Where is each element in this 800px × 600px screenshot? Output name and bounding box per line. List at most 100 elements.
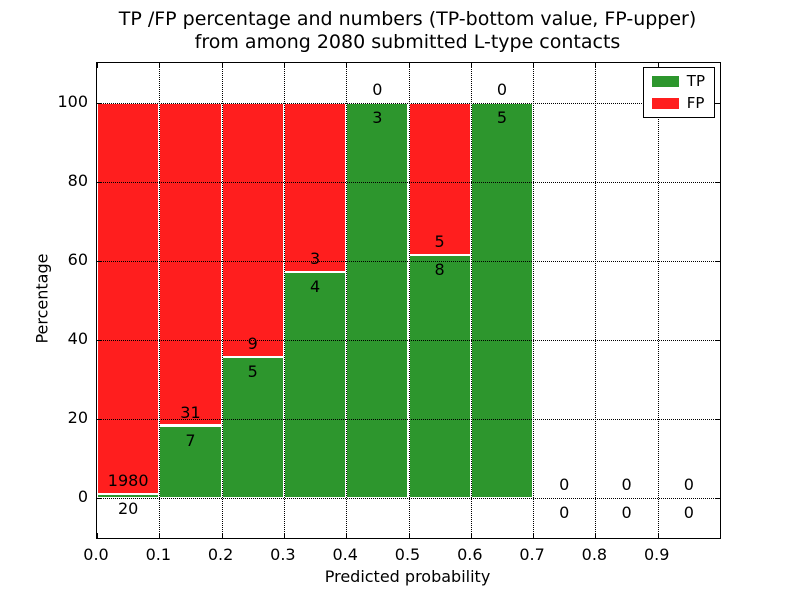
- y-tick-mark: [715, 260, 720, 262]
- x-tick-mark: [159, 63, 161, 68]
- bar-segment-tp: [97, 494, 160, 499]
- tp-count-label: 7: [185, 430, 196, 450]
- legend: TP FP: [642, 67, 715, 118]
- x-tick-mark: [408, 63, 410, 68]
- legend-label-tp: TP: [686, 72, 705, 90]
- x-gridline: [346, 63, 348, 538]
- x-tick-label: 0.6: [457, 545, 483, 564]
- fp-count-label: 0: [372, 79, 383, 99]
- bar-segment-tp: [346, 102, 409, 499]
- fp-count-label: 0: [559, 475, 570, 495]
- y-tick-mark: [97, 419, 102, 421]
- y-tick-label: 100: [57, 91, 88, 111]
- x-tick-label: 0.9: [643, 545, 670, 564]
- fp-count-label: 9: [247, 334, 258, 354]
- bar-segment-tp: [408, 254, 471, 499]
- legend-item-fp: FP: [651, 94, 705, 112]
- y-tick-mark: [715, 102, 720, 104]
- x-gridline: [221, 63, 223, 538]
- x-tick-mark: [283, 63, 285, 68]
- y-tick-mark: [97, 181, 102, 183]
- x-tick-label: 0.8: [581, 545, 608, 564]
- y-tick-mark: [715, 340, 720, 342]
- tp-count-label: 0: [559, 503, 570, 523]
- x-tick-mark: [533, 63, 535, 68]
- x-gridline: [159, 63, 161, 538]
- chart-title-line1: TP /FP percentage and numbers (TP-bottom…: [118, 8, 697, 30]
- bar-segment-tp: [470, 102, 534, 499]
- bar-segment-fp: [159, 102, 222, 426]
- y-tick-label: 60: [67, 249, 88, 269]
- fp-count-label: 31: [180, 402, 201, 422]
- x-tick-mark: [533, 533, 535, 538]
- x-tick-label: 0.0: [83, 545, 109, 564]
- y-tick-mark: [715, 181, 720, 183]
- tp-count-label: 3: [372, 107, 383, 127]
- bar-segment-fp: [283, 102, 347, 273]
- x-tick-mark: [470, 533, 472, 538]
- fp-count-label: 3: [309, 249, 321, 269]
- tp-count-label: 5: [496, 107, 508, 127]
- bar-segment-tp: [159, 425, 222, 499]
- x-tick-label: 0.3: [270, 545, 296, 564]
- x-tick-mark: [221, 63, 223, 68]
- y-axis-label: Percentage: [32, 253, 52, 344]
- y-tick-mark: [97, 498, 102, 500]
- fp-count-label: 0: [683, 475, 694, 495]
- x-tick-mark: [408, 533, 410, 538]
- x-gridline: [408, 63, 410, 538]
- fp-count-label: 0: [621, 475, 632, 495]
- x-gridline: [657, 63, 659, 538]
- y-tick-mark: [715, 419, 720, 421]
- fp-count-label: 1980: [107, 471, 149, 491]
- tp-count-label: 0: [683, 503, 694, 523]
- fp-count-label: 5: [434, 231, 445, 251]
- x-tick-mark: [283, 533, 285, 538]
- fp-swatch: [651, 98, 679, 109]
- tp-swatch: [651, 76, 679, 87]
- x-tick-mark: [657, 533, 659, 538]
- x-gridline: [283, 63, 285, 538]
- y-tick-mark: [715, 498, 720, 500]
- tp-count-label: 20: [117, 499, 139, 519]
- tp-count-label: 4: [309, 277, 321, 297]
- chart-title: TP /FP percentage and numbers (TP-bottom…: [96, 8, 719, 54]
- bar-segment-fp: [221, 102, 284, 358]
- tp-count-label: 0: [621, 503, 632, 523]
- x-tick-label: 0.7: [519, 545, 545, 564]
- x-tick-label: 0.4: [332, 545, 358, 564]
- x-gridline: [470, 63, 472, 538]
- x-tick-mark: [346, 63, 348, 68]
- y-tick-mark: [97, 260, 102, 262]
- tp-count-label: 5: [247, 362, 258, 382]
- legend-item-tp: TP: [651, 72, 705, 90]
- x-tick-mark: [159, 533, 161, 538]
- y-tick-mark: [97, 340, 102, 342]
- x-tick-mark: [470, 63, 472, 68]
- tp-count-label: 8: [434, 259, 445, 279]
- x-gridline: [595, 63, 597, 538]
- x-tick-mark: [595, 63, 597, 68]
- y-tick-label: 20: [67, 408, 88, 428]
- x-tick-mark: [595, 533, 597, 538]
- plot-area: TP FP 1980 20 31 7 9 5 3 4 0 3 5 8 0 5 0 0 0 0 0 0: [96, 62, 721, 539]
- y-tick-label: 40: [67, 329, 88, 349]
- y-tick-mark: [97, 102, 102, 104]
- x-axis-label: Predicted probability: [324, 567, 491, 586]
- x-tick-mark: [97, 533, 98, 538]
- fp-count-label: 0: [496, 79, 508, 99]
- y-tick-label: 0: [77, 487, 88, 507]
- x-tick-mark: [657, 63, 659, 68]
- x-tick-label: 0.5: [394, 545, 421, 564]
- x-tick-mark: [221, 533, 223, 538]
- legend-label-fp: FP: [686, 94, 705, 112]
- x-tick-mark: [97, 63, 98, 68]
- bar-segment-tp: [283, 272, 347, 499]
- x-tick-mark: [346, 533, 348, 538]
- chart-title-line2: from among 2080 submitted L-type contact…: [194, 31, 621, 53]
- y-tick-label: 80: [67, 170, 88, 190]
- x-gridline: [533, 63, 535, 538]
- x-tick-label: 0.2: [207, 545, 234, 564]
- bar-segment-fp: [97, 102, 160, 495]
